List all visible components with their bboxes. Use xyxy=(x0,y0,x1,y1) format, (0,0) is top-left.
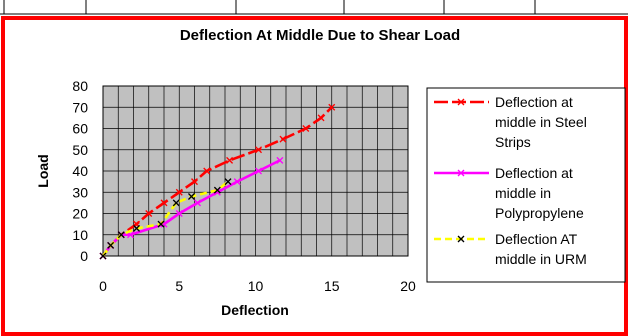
legend-entry-2: Deflection at middle in Polypropylene xyxy=(434,165,584,221)
y-tick-label: 70 xyxy=(72,99,88,115)
legend-marker xyxy=(457,235,465,243)
grid-lines xyxy=(103,86,408,256)
series-3 xyxy=(99,178,232,260)
data-point xyxy=(213,186,221,194)
x-tick-label: 10 xyxy=(248,278,264,294)
legend-label: Deflection at middle in Steel Strips xyxy=(495,94,587,150)
x-axis-title: Deflection xyxy=(221,302,289,318)
legend-box xyxy=(426,87,626,283)
x-tick-label: 20 xyxy=(400,278,416,294)
legend-entry-3: Deflection AT middle in URM xyxy=(434,231,587,267)
data-point xyxy=(133,224,141,232)
chart-title: Deflection At Middle Due to Shear Load xyxy=(180,27,460,44)
data-point xyxy=(317,114,325,122)
data-point xyxy=(117,231,125,239)
y-tick-label: 20 xyxy=(72,206,88,222)
data-point xyxy=(328,103,336,111)
data-point xyxy=(157,220,165,228)
data-point xyxy=(160,199,168,207)
data-point xyxy=(107,241,115,249)
chart-frame: Deflection At Middle Due to Shear Load 0… xyxy=(1,16,628,336)
y-tick-label: 30 xyxy=(72,184,88,200)
data-point xyxy=(255,167,263,175)
data-point xyxy=(187,193,195,200)
y-axis-title: Load xyxy=(35,154,51,187)
legend-marker xyxy=(457,98,465,106)
x-tick-label: 15 xyxy=(324,278,340,294)
legend-label: Deflection AT middle in URM xyxy=(495,231,587,267)
data-point xyxy=(226,156,234,164)
data-point xyxy=(99,252,107,260)
y-tick-label: 60 xyxy=(72,121,88,137)
data-point xyxy=(302,125,310,132)
x-tick-label: 0 xyxy=(99,278,107,294)
x-tick-label: 5 xyxy=(175,278,183,294)
y-tick-label: 80 xyxy=(72,78,88,94)
data-point xyxy=(145,210,153,217)
data-point xyxy=(276,156,284,164)
data-point xyxy=(279,135,287,143)
y-tick-label: 50 xyxy=(72,142,88,158)
data-point xyxy=(255,146,263,154)
y-tick-label: 10 xyxy=(72,227,88,243)
table-remnant xyxy=(0,0,628,15)
data-point xyxy=(224,178,232,186)
x-tick-labels: 0 5 10 15 20 xyxy=(99,278,416,294)
legend-marker xyxy=(457,169,465,177)
data-point xyxy=(175,188,183,196)
y-tick-labels: 0 10 20 30 40 50 60 70 80 xyxy=(72,78,88,264)
series-layer xyxy=(99,103,336,260)
data-point xyxy=(203,167,211,175)
legend: Deflection at middle in Steel Strips Deflec… xyxy=(426,87,626,283)
y-tick-label: 40 xyxy=(72,163,88,179)
data-point xyxy=(175,210,183,217)
data-point xyxy=(233,178,241,186)
y-tick-label: 0 xyxy=(80,248,88,264)
data-point xyxy=(194,199,202,207)
data-point xyxy=(191,178,198,186)
legend-label: Deflection at middle in Polypropylene xyxy=(495,165,584,221)
data-point xyxy=(172,199,180,207)
plot-area xyxy=(99,85,409,260)
legend-entry-1: Deflection at middle in Steel Strips xyxy=(434,94,587,150)
